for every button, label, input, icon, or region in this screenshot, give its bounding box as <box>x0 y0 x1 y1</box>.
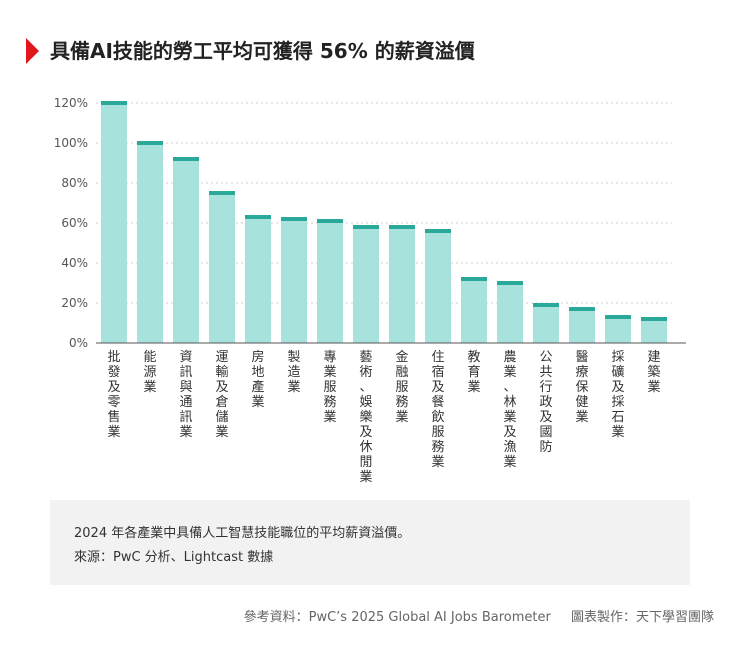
bar-cap <box>497 281 523 285</box>
bar <box>389 225 415 343</box>
bar-cap <box>533 303 559 307</box>
bar <box>173 157 199 343</box>
bar <box>137 141 163 343</box>
chart-note-box: 2024 年各產業中具備人工智慧技能職位的平均薪資溢價。 來源：PwC 分析、L… <box>50 500 690 585</box>
x-tick-label: 建築業 <box>647 350 660 395</box>
bar-cap <box>209 191 235 195</box>
x-tick-label: 專業服務業 <box>323 350 336 425</box>
x-tick-label: 教育業 <box>467 349 480 395</box>
y-tick-label: 80% <box>61 176 88 190</box>
bar <box>641 317 667 343</box>
bar-chart: 0% 20% 40% 60% 80% 100% 120% 批發及零售業 能源業 資訊與通訊業 運輸及… <box>54 96 686 485</box>
page-title: 具備AI技能的勞工平均可獲得 56% 的薪資溢價 <box>50 39 475 63</box>
bar-cap <box>641 317 667 321</box>
bar-cap <box>101 101 127 105</box>
bar-cap <box>425 229 451 233</box>
x-tick-label: 住宿及餐飲服務業 <box>431 350 444 470</box>
x-tick-label: 採礦及採石業 <box>611 350 624 440</box>
note-description: 2024 年各產業中具備人工智慧技能職位的平均薪資溢價。 <box>74 526 411 541</box>
title-accent-triangle-icon <box>26 38 39 64</box>
x-tick-label: 資訊與通訊業 <box>179 350 192 440</box>
bar <box>353 225 379 343</box>
bar <box>605 315 631 343</box>
x-tick-label: 製造業 <box>287 350 300 395</box>
bar-cap <box>317 219 343 223</box>
bar-cap <box>569 307 595 311</box>
bar <box>101 101 127 343</box>
y-tick-label: 120% <box>54 96 88 110</box>
bar <box>461 277 487 343</box>
bar-cap <box>461 277 487 281</box>
x-tick-label: 藝術、娛樂及休閒業 <box>359 350 372 485</box>
bar-cap <box>605 315 631 319</box>
bar <box>569 307 595 343</box>
footer: 參考資料：PwC’s 2025 Global AI Jobs Barometer… <box>244 606 714 625</box>
x-tick-label: 醫療保健業 <box>575 350 588 425</box>
bar-cap <box>389 225 415 229</box>
bar <box>497 281 523 343</box>
y-tick-label: 20% <box>61 296 88 310</box>
x-tick-label: 農業、林業及漁業 <box>503 350 516 470</box>
x-tick-label: 房地產業 <box>251 349 264 410</box>
footer-credit: 圖表製作：天下學習團隊 <box>570 610 714 625</box>
y-tick-label: 0% <box>69 336 88 350</box>
x-tick-label: 運輸及倉儲業 <box>215 350 228 440</box>
bar <box>281 217 307 343</box>
bar-cap <box>353 225 379 229</box>
note-source: 來源：PwC 分析、Lightcast 數據 <box>74 550 274 565</box>
y-tick-label: 60% <box>61 216 88 230</box>
bar <box>209 191 235 343</box>
y-tick-label: 100% <box>54 136 88 150</box>
bar <box>533 303 559 343</box>
bar <box>317 219 343 343</box>
bar-cap <box>245 215 271 219</box>
bar <box>245 215 271 343</box>
x-tick-label: 公共行政及國防 <box>539 350 552 455</box>
x-tick-label: 能源業 <box>143 350 156 395</box>
x-tick-label: 批發及零售業 <box>107 350 120 440</box>
bar-cap <box>281 217 307 221</box>
bar-cap <box>173 157 199 161</box>
bar <box>425 229 451 343</box>
bar-cap <box>137 141 163 145</box>
footer-reference: 參考資料：PwC’s 2025 Global AI Jobs Barometer <box>243 610 551 625</box>
x-tick-label: 金融服務業 <box>395 349 408 425</box>
y-tick-label: 40% <box>61 256 88 270</box>
